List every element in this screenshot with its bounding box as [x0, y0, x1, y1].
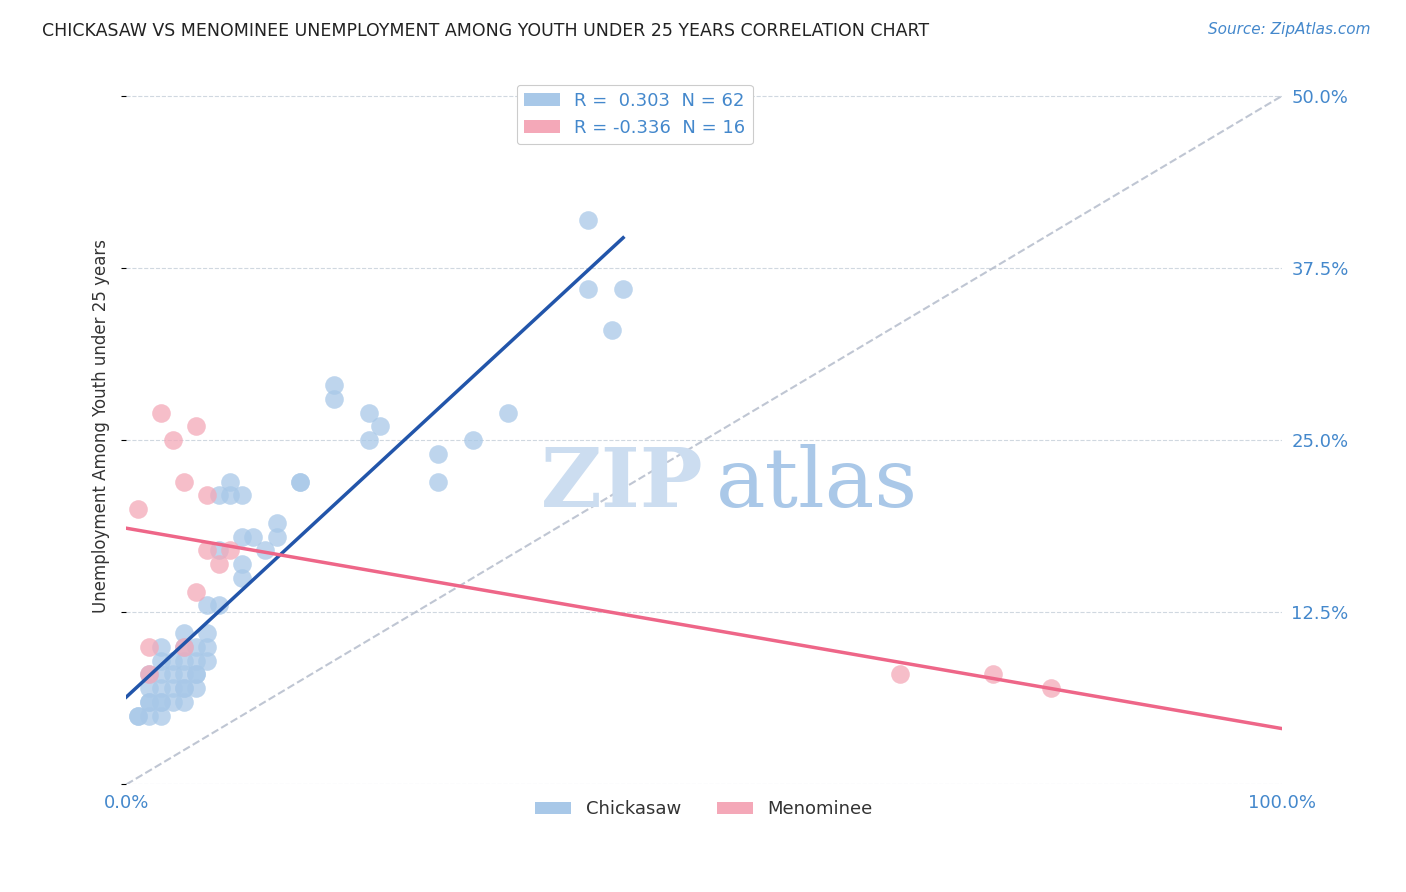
- Point: [889, 667, 911, 681]
- Point: [427, 447, 450, 461]
- Text: atlas: atlas: [716, 443, 918, 524]
- Point: [195, 653, 218, 667]
- Point: [138, 667, 160, 681]
- Point: [578, 213, 600, 227]
- Point: [195, 488, 218, 502]
- Point: [1039, 681, 1062, 695]
- Point: [370, 419, 392, 434]
- Point: [149, 667, 172, 681]
- Point: [173, 475, 195, 489]
- Point: [149, 695, 172, 709]
- Point: [138, 681, 160, 695]
- Point: [127, 708, 149, 723]
- Point: [184, 584, 207, 599]
- Point: [242, 530, 264, 544]
- Point: [184, 653, 207, 667]
- Point: [162, 695, 184, 709]
- Point: [149, 681, 172, 695]
- Point: [288, 475, 311, 489]
- Legend: Chickasaw, Menominee: Chickasaw, Menominee: [527, 793, 880, 825]
- Point: [323, 392, 346, 406]
- Point: [173, 681, 195, 695]
- Point: [208, 557, 231, 571]
- Point: [173, 681, 195, 695]
- Point: [173, 626, 195, 640]
- Point: [231, 557, 253, 571]
- Point: [578, 282, 600, 296]
- Point: [981, 667, 1004, 681]
- Point: [149, 708, 172, 723]
- Point: [266, 530, 288, 544]
- Point: [231, 488, 253, 502]
- Point: [219, 488, 242, 502]
- Point: [231, 530, 253, 544]
- Point: [208, 599, 231, 613]
- Point: [323, 378, 346, 392]
- Point: [427, 475, 450, 489]
- Point: [208, 543, 231, 558]
- Point: [195, 640, 218, 654]
- Point: [162, 681, 184, 695]
- Point: [195, 599, 218, 613]
- Point: [173, 640, 195, 654]
- Point: [173, 640, 195, 654]
- Text: CHICKASAW VS MENOMINEE UNEMPLOYMENT AMONG YOUTH UNDER 25 YEARS CORRELATION CHART: CHICKASAW VS MENOMINEE UNEMPLOYMENT AMON…: [42, 22, 929, 40]
- Y-axis label: Unemployment Among Youth under 25 years: Unemployment Among Youth under 25 years: [93, 239, 110, 614]
- Point: [184, 419, 207, 434]
- Point: [138, 640, 160, 654]
- Point: [138, 708, 160, 723]
- Point: [184, 640, 207, 654]
- Point: [138, 695, 160, 709]
- Point: [195, 543, 218, 558]
- Point: [173, 667, 195, 681]
- Point: [612, 282, 634, 296]
- Point: [288, 475, 311, 489]
- Point: [149, 406, 172, 420]
- Point: [184, 667, 207, 681]
- Point: [253, 543, 276, 558]
- Point: [195, 626, 218, 640]
- Point: [127, 708, 149, 723]
- Point: [127, 502, 149, 516]
- Point: [461, 434, 484, 448]
- Text: ZIP: ZIP: [541, 443, 704, 524]
- Point: [149, 695, 172, 709]
- Point: [173, 653, 195, 667]
- Point: [231, 571, 253, 585]
- Point: [219, 475, 242, 489]
- Point: [162, 653, 184, 667]
- Point: [496, 406, 519, 420]
- Point: [208, 488, 231, 502]
- Point: [162, 667, 184, 681]
- Point: [138, 667, 160, 681]
- Point: [138, 695, 160, 709]
- Point: [266, 516, 288, 530]
- Point: [149, 640, 172, 654]
- Point: [173, 695, 195, 709]
- Point: [184, 667, 207, 681]
- Point: [600, 323, 623, 337]
- Point: [149, 653, 172, 667]
- Point: [357, 434, 380, 448]
- Point: [184, 681, 207, 695]
- Point: [162, 434, 184, 448]
- Text: Source: ZipAtlas.com: Source: ZipAtlas.com: [1208, 22, 1371, 37]
- Point: [219, 543, 242, 558]
- Point: [357, 406, 380, 420]
